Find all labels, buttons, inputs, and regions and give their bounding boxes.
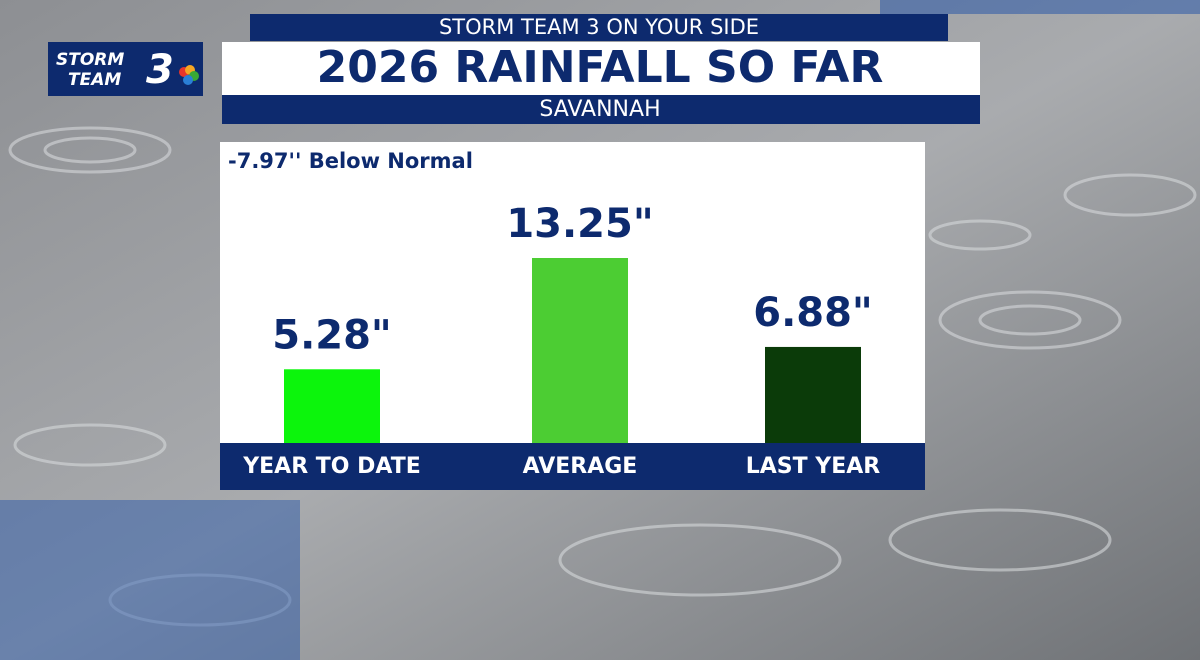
header-bar — [250, 14, 948, 41]
value-label: 6.88" — [753, 290, 873, 336]
bar — [765, 346, 861, 443]
bar — [532, 258, 628, 443]
bar — [284, 369, 380, 443]
header: STORM TEAM 3 ON YOUR SIDE — [439, 15, 759, 39]
category-label: LAST YEAR — [746, 454, 881, 479]
annotation: -7.97'' Below Normal — [228, 149, 473, 173]
logo-peacock — [179, 65, 199, 85]
value-label: 5.28" — [272, 312, 392, 358]
category-label: AVERAGE — [523, 454, 638, 479]
category-strip — [220, 443, 925, 490]
logo-box — [48, 42, 203, 96]
logo-text: STORM — [56, 50, 124, 70]
logo-text: TEAM — [68, 70, 121, 90]
logo-number: 3 — [146, 47, 174, 93]
title-panel — [222, 42, 980, 95]
category-label: YEAR TO DATE — [242, 454, 421, 479]
decor-block — [880, 0, 1200, 14]
subtitle-bar — [222, 95, 980, 124]
chart-title: 2026 RAINFALL SO FAR — [317, 42, 884, 93]
decor-block — [0, 500, 300, 660]
subtitle: SAVANNAH — [539, 97, 660, 122]
value-label: 13.25" — [506, 201, 653, 247]
rain-ripples — [8, 126, 1197, 627]
